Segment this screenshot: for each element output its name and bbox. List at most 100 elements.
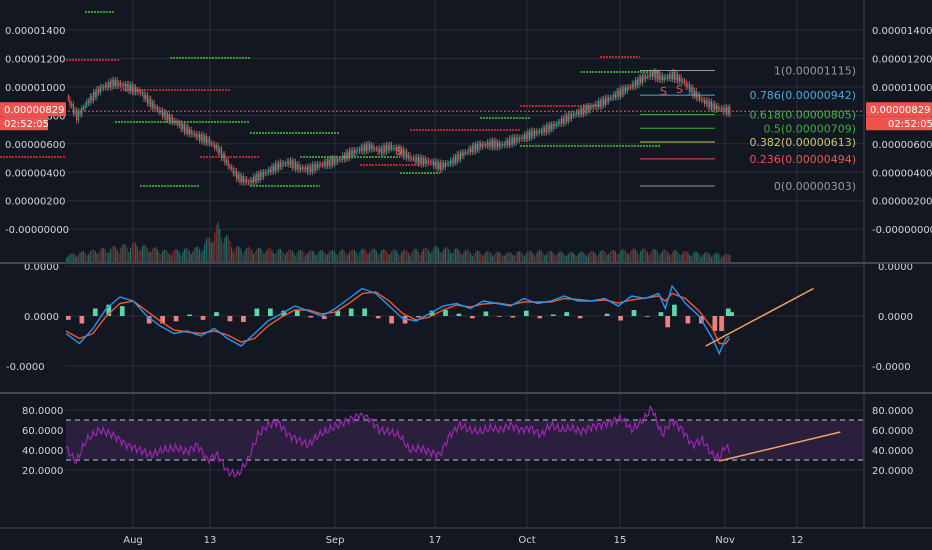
candle xyxy=(151,102,154,108)
volume-bar xyxy=(209,238,211,262)
volume-bar xyxy=(305,255,307,262)
macd-histogram-bar xyxy=(364,308,366,316)
macd-histogram-bar xyxy=(338,310,341,316)
candle xyxy=(71,104,73,106)
macd-histogram-bar xyxy=(175,316,177,322)
volume-bar xyxy=(153,247,155,262)
candle xyxy=(416,157,418,162)
macd-histogram-bar xyxy=(202,316,204,320)
candle xyxy=(473,145,475,152)
macd-histogram-bar xyxy=(121,306,124,316)
fibonacci-retracement[interactable]: 1(0.00001115) 0.786(0.00000942) 0.618(0.00… xyxy=(640,65,856,194)
volume-bar xyxy=(283,252,285,262)
fib-label: 0.236(0.00000494) xyxy=(749,153,856,166)
volume-bar xyxy=(471,256,473,262)
volume-bar xyxy=(687,252,689,262)
y-tick-right: 0.00001000 xyxy=(872,83,932,94)
candle xyxy=(727,107,729,114)
volume-bar xyxy=(279,248,282,262)
volume-bar xyxy=(443,249,445,262)
candle xyxy=(325,161,327,167)
candle xyxy=(554,123,556,126)
candle xyxy=(544,127,546,133)
volume-bar xyxy=(337,254,339,262)
candle xyxy=(441,162,443,170)
pane-dividers[interactable] xyxy=(0,262,932,394)
candle xyxy=(672,72,674,80)
macd-histogram-bar xyxy=(243,316,245,322)
macd-histogram-bar xyxy=(713,316,715,331)
candle xyxy=(251,179,253,183)
volume-bar xyxy=(372,248,374,262)
macd-histogram-bar xyxy=(446,310,448,316)
candle xyxy=(677,74,679,82)
trendlines[interactable] xyxy=(705,287,841,462)
volume-bar xyxy=(399,255,401,262)
volume-bar xyxy=(114,246,117,262)
candle xyxy=(141,92,143,94)
candle xyxy=(330,158,332,166)
volume-bar xyxy=(566,255,568,262)
volume-bar xyxy=(448,249,450,262)
candle xyxy=(412,157,415,159)
candle xyxy=(687,84,689,87)
macd-histogram-bar xyxy=(190,314,192,316)
volume-bar xyxy=(161,251,164,262)
macd-histogram-bar xyxy=(203,316,205,320)
candle xyxy=(92,91,95,101)
macd-histogram-bar xyxy=(539,316,541,319)
macd-histogram-bar xyxy=(177,316,179,322)
candle xyxy=(77,111,79,121)
volume-bar xyxy=(328,251,330,262)
candle xyxy=(163,112,165,117)
volume-bar xyxy=(697,252,699,262)
volume-bar xyxy=(584,254,586,262)
macd-histogram-bar xyxy=(175,316,178,322)
volume-bar xyxy=(104,248,106,262)
macd-histogram-bar xyxy=(662,312,664,316)
volume-bar xyxy=(426,247,428,262)
volume-bar xyxy=(411,252,413,262)
volume-bar xyxy=(316,253,319,262)
volume-bar xyxy=(520,251,522,262)
candle xyxy=(284,163,287,165)
candle xyxy=(347,152,349,159)
volume-bar xyxy=(338,252,340,262)
candle xyxy=(306,167,308,172)
volume-bar xyxy=(709,254,711,262)
candle xyxy=(229,166,231,168)
macd-histogram-bar xyxy=(673,304,675,316)
volume-bar xyxy=(527,251,529,262)
candle xyxy=(288,161,290,165)
volume-bar xyxy=(483,254,485,262)
macd-histogram-bar xyxy=(94,308,96,316)
candle xyxy=(562,118,564,124)
volume-bar xyxy=(414,248,416,262)
volume-bar xyxy=(379,253,381,262)
macd-histogram-bar xyxy=(349,308,351,316)
candle xyxy=(121,85,123,87)
volume-bar xyxy=(99,250,101,262)
candle xyxy=(636,79,638,86)
volume-bar xyxy=(397,253,399,262)
candle xyxy=(215,145,218,149)
macd-tick-right: 0.0000 xyxy=(878,262,913,273)
y-tick-left: -0.00000000 xyxy=(5,225,69,236)
candle xyxy=(542,127,544,133)
volume-bar xyxy=(633,248,635,262)
candle xyxy=(495,140,497,148)
macd-histogram-bar xyxy=(268,308,270,316)
macd-histogram-bar xyxy=(323,316,326,319)
volume-bar xyxy=(77,254,79,262)
volume-bar xyxy=(503,255,505,262)
macd-histogram-bar xyxy=(216,312,218,316)
macd-histogram-bar xyxy=(310,316,312,318)
macd-histogram-bar xyxy=(730,312,732,316)
volume-bar xyxy=(135,243,137,262)
x-tick: Aug xyxy=(123,535,143,546)
volume-bar xyxy=(635,249,637,262)
candle xyxy=(704,100,706,104)
fib-label: 0.5(0.00000709) xyxy=(763,122,856,135)
